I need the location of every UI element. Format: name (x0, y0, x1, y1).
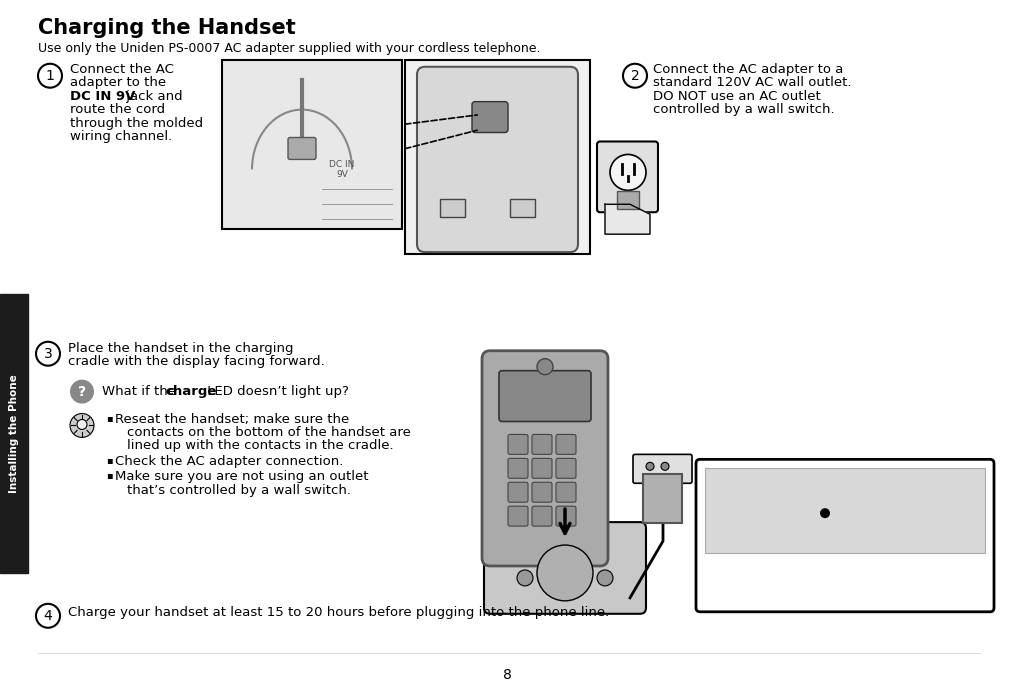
FancyBboxPatch shape (508, 506, 528, 526)
Text: standard 120V AC wall outlet.: standard 120V AC wall outlet. (653, 76, 852, 89)
FancyBboxPatch shape (532, 458, 552, 478)
FancyBboxPatch shape (705, 469, 985, 553)
Text: ?: ? (78, 384, 86, 399)
FancyBboxPatch shape (643, 474, 682, 523)
Text: charge: charge (806, 559, 857, 572)
Text: Reseat the handset; make sure the: Reseat the handset; make sure the (115, 412, 349, 425)
FancyBboxPatch shape (532, 506, 552, 526)
Text: 4: 4 (44, 609, 53, 623)
FancyBboxPatch shape (417, 66, 578, 252)
FancyBboxPatch shape (222, 60, 402, 229)
FancyBboxPatch shape (508, 482, 528, 502)
Text: 8: 8 (503, 668, 511, 682)
Text: 2: 2 (631, 68, 640, 83)
Text: Connect the AC adapter to a: Connect the AC adapter to a (653, 63, 844, 76)
FancyBboxPatch shape (617, 191, 639, 209)
Text: cradle with the display facing forward.: cradle with the display facing forward. (68, 356, 324, 369)
FancyBboxPatch shape (597, 142, 658, 212)
Text: adapter to the: adapter to the (70, 76, 166, 89)
FancyBboxPatch shape (556, 482, 576, 502)
Bar (510, 199, 535, 217)
FancyBboxPatch shape (405, 60, 590, 254)
Polygon shape (605, 204, 650, 234)
Text: DC IN 9V: DC IN 9V (70, 90, 136, 103)
Circle shape (610, 154, 646, 190)
Text: Place the handset in the charging: Place the handset in the charging (68, 342, 293, 355)
Text: lined up with the contacts in the cradle.: lined up with the contacts in the cradle… (127, 439, 393, 452)
Text: Make sure that the: Make sure that the (708, 559, 838, 572)
Text: ▪: ▪ (106, 455, 113, 465)
Text: wiring channel.: wiring channel. (70, 130, 172, 143)
FancyBboxPatch shape (482, 351, 608, 566)
Text: DC IN
9V: DC IN 9V (330, 160, 355, 179)
Text: Connect the AC: Connect the AC (70, 63, 173, 76)
Circle shape (37, 604, 60, 627)
FancyBboxPatch shape (532, 434, 552, 454)
Text: contacts on the bottom of the handset are: contacts on the bottom of the handset ar… (127, 426, 411, 439)
FancyBboxPatch shape (484, 522, 646, 614)
Circle shape (517, 570, 533, 586)
Text: 1: 1 (46, 68, 55, 83)
Text: Check the AC adapter connection.: Check the AC adapter connection. (115, 455, 344, 468)
Text: Use only the Uniden PS-0007 AC adapter supplied with your cordless telephone.: Use only the Uniden PS-0007 AC adapter s… (38, 42, 540, 55)
Text: LED doesn’t light up?: LED doesn’t light up? (203, 384, 349, 397)
FancyBboxPatch shape (508, 434, 528, 454)
Circle shape (597, 570, 613, 586)
Circle shape (38, 64, 62, 88)
Circle shape (37, 342, 60, 366)
Text: charge: charge (165, 384, 217, 397)
Text: handset is seated.: handset is seated. (708, 586, 830, 599)
Text: through the molded: through the molded (70, 116, 203, 129)
FancyBboxPatch shape (532, 482, 552, 502)
Bar (0, 294, 28, 573)
Text: ▪: ▪ (106, 471, 113, 480)
Circle shape (70, 414, 94, 438)
Text: Make sure you are not using an outlet: Make sure you are not using an outlet (115, 471, 368, 484)
Circle shape (537, 359, 553, 375)
FancyBboxPatch shape (499, 371, 591, 421)
Text: Charging the Handset: Charging the Handset (38, 18, 296, 38)
Circle shape (537, 545, 593, 601)
Text: Installing the Phone: Installing the Phone (9, 374, 19, 493)
FancyBboxPatch shape (696, 460, 994, 612)
Text: What if the: What if the (102, 384, 180, 397)
FancyBboxPatch shape (633, 454, 692, 483)
Bar (440, 199, 465, 217)
FancyBboxPatch shape (556, 506, 576, 526)
FancyBboxPatch shape (556, 458, 576, 478)
FancyBboxPatch shape (556, 434, 576, 454)
FancyBboxPatch shape (288, 138, 316, 160)
Text: DO NOT use an AC outlet: DO NOT use an AC outlet (653, 90, 820, 103)
Circle shape (77, 419, 87, 429)
Text: jack and: jack and (122, 90, 183, 103)
Circle shape (70, 379, 94, 403)
Text: route the cord: route the cord (70, 103, 165, 116)
Text: LED illuminates when the: LED illuminates when the (708, 573, 878, 586)
Text: Charge your handset at least 15 to 20 hours before plugging into the phone line.: Charge your handset at least 15 to 20 ho… (68, 606, 609, 619)
FancyBboxPatch shape (508, 458, 528, 478)
Text: that’s controlled by a wall switch.: that’s controlled by a wall switch. (127, 484, 351, 497)
Circle shape (820, 508, 830, 518)
Circle shape (661, 462, 669, 471)
Circle shape (646, 462, 654, 471)
Text: ▪: ▪ (106, 412, 113, 423)
Circle shape (623, 64, 647, 88)
Text: controlled by a wall switch.: controlled by a wall switch. (653, 103, 835, 116)
FancyBboxPatch shape (472, 101, 508, 132)
Text: 3: 3 (44, 347, 53, 361)
